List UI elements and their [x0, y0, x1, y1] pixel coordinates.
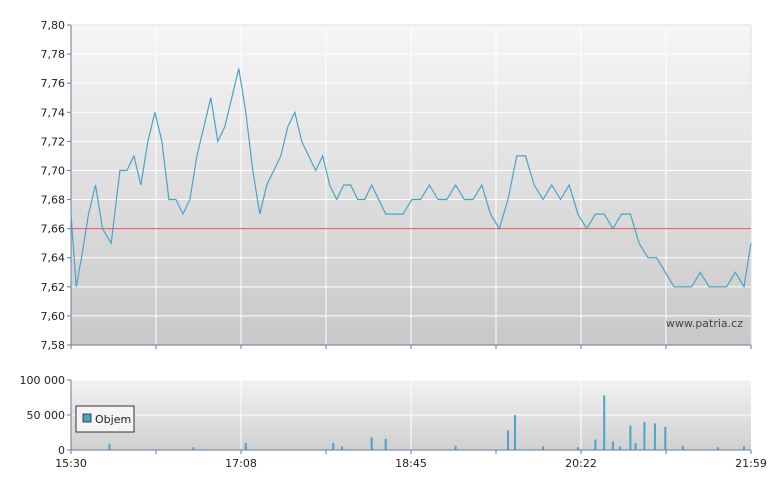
volume-bar: [542, 446, 544, 450]
volume-bar: [244, 443, 247, 450]
volume-bar: [384, 438, 387, 450]
price-y-tick-label: 7,58: [41, 339, 66, 352]
volume-bar: [618, 446, 621, 450]
legend-label: Objem: [95, 413, 131, 426]
volume-bar: [611, 441, 614, 450]
price-y-tick-label: 7,80: [41, 19, 66, 32]
volume-bar: [664, 426, 667, 450]
volume-bar: [643, 422, 646, 450]
volume-bar: [653, 423, 656, 450]
price-y-tick-labels: 7,58 7,60 7,62 7,64 7,66 7,68 7,70 7,72 7,74 7,76…: [41, 19, 71, 352]
volume-bar: [716, 447, 719, 450]
x-tick-label: 15:30: [55, 457, 87, 470]
volume-bar: [603, 395, 606, 450]
price-y-tick-label: 7,72: [41, 135, 66, 148]
price-y-tick-label: 7,66: [41, 223, 66, 236]
volume-bar: [507, 430, 509, 450]
x-tick-label: 21:59: [735, 457, 767, 470]
price-y-tick-label: 7,76: [41, 77, 66, 90]
volume-panel: 0 50 000 100 000 15:30 17:08 18:45 20:22 21:59…: [20, 374, 767, 470]
price-y-tick-label: 7,68: [41, 194, 66, 207]
x-tick-labels: 15:30 17:08 18:45 20:22 21:59: [55, 457, 767, 470]
price-y-tick-label: 7,64: [41, 252, 66, 265]
volume-bar: [341, 446, 343, 450]
volume-horizontal-grid: [71, 379, 751, 416]
volume-y-tick-label: 0: [58, 444, 65, 457]
legend: Objem: [75, 405, 135, 433]
x-tick-label: 17:08: [225, 457, 257, 470]
volume-bar: [332, 443, 335, 450]
watermark: www.patria.cz: [666, 317, 743, 330]
volume-bar: [108, 443, 111, 450]
price-x-ticks: [70, 345, 752, 349]
volume-bar: [370, 437, 373, 450]
price-y-tick-label: 7,74: [41, 106, 66, 119]
volume-bar: [576, 447, 579, 450]
volume-y-tick-label: 100 000: [20, 374, 66, 387]
price-y-tick-label: 7,70: [41, 164, 66, 177]
volume-bars: [108, 395, 745, 450]
volume-bar: [454, 445, 457, 450]
price-y-tick-label: 7,78: [41, 48, 66, 61]
price-vertical-grid: [155, 25, 752, 345]
price-series-line: [70, 68, 752, 289]
volume-bar: [681, 445, 684, 450]
x-tick-label: 20:22: [565, 457, 597, 470]
legend-swatch: [82, 413, 92, 423]
volume-bar: [634, 443, 637, 450]
volume-bar: [594, 439, 597, 450]
price-horizontal-grid: [71, 24, 751, 317]
volume-bar: [514, 415, 516, 450]
volume-y-tick-label: 50 000: [27, 409, 66, 422]
volume-y-tick-labels: 0 50 000 100 000: [20, 374, 71, 457]
price-y-tick-label: 7,60: [41, 310, 66, 323]
volume-bar: [629, 425, 632, 450]
volume-x-ticks: [70, 450, 752, 454]
volume-bar: [192, 447, 195, 450]
x-tick-label: 18:45: [395, 457, 427, 470]
volume-bar: [743, 446, 745, 450]
price-y-tick-label: 7,62: [41, 281, 66, 294]
price-panel: 7,58 7,60 7,62 7,64 7,66 7,68 7,70 7,72 7,74 7,76…: [41, 19, 752, 352]
